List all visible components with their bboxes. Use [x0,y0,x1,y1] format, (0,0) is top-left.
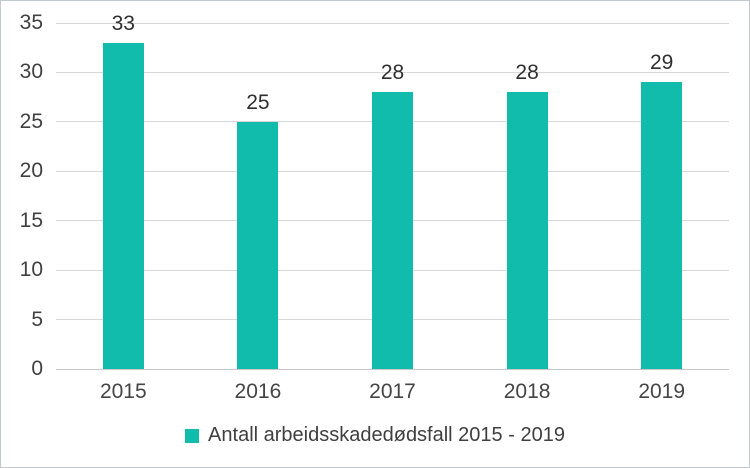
gridline-35 [56,22,729,24]
bar-value-label: 33 [111,11,135,35]
x-axis-tick-label: 2015 [99,380,147,403]
y-axis-tick-label: 10 [19,258,43,282]
bar-2018 [506,92,548,369]
x-axis-tick-label: 2017 [369,380,416,403]
y-axis-tick-label: 25 [19,109,43,133]
x-axis-tick-label: 2019 [638,380,686,403]
y-axis-tick-label: 35 [19,11,43,34]
legend-label: Antall arbeidsskadedødsfall 2015 - 2019 [208,424,565,446]
y-axis-tick-label: 15 [19,208,43,232]
y-axis-tick-label: 0 [31,357,43,380]
gridline-30 [56,71,729,73]
bar-value-label: 25 [246,90,270,114]
bar-2015 [102,42,144,369]
bar-2017 [372,92,413,369]
x-axis-tick-label: 2018 [503,380,551,403]
y-axis-tick-label: 30 [19,60,43,84]
legend-swatch-icon [185,428,200,443]
y-axis-tick-label: 20 [19,159,43,183]
x-axis-tick-label: 2016 [234,380,282,403]
y-axis-tick-label: 5 [31,307,43,331]
bar-value-label: 29 [650,51,674,75]
gridline-0 [56,368,729,370]
bar-2016 [237,121,279,369]
legend: Antall arbeidsskadedødsfall 2015 - 2019 [1,424,749,447]
bar-value-label: 28 [380,61,405,85]
bar-value-label: 28 [515,61,539,85]
bar-2019 [641,82,683,369]
